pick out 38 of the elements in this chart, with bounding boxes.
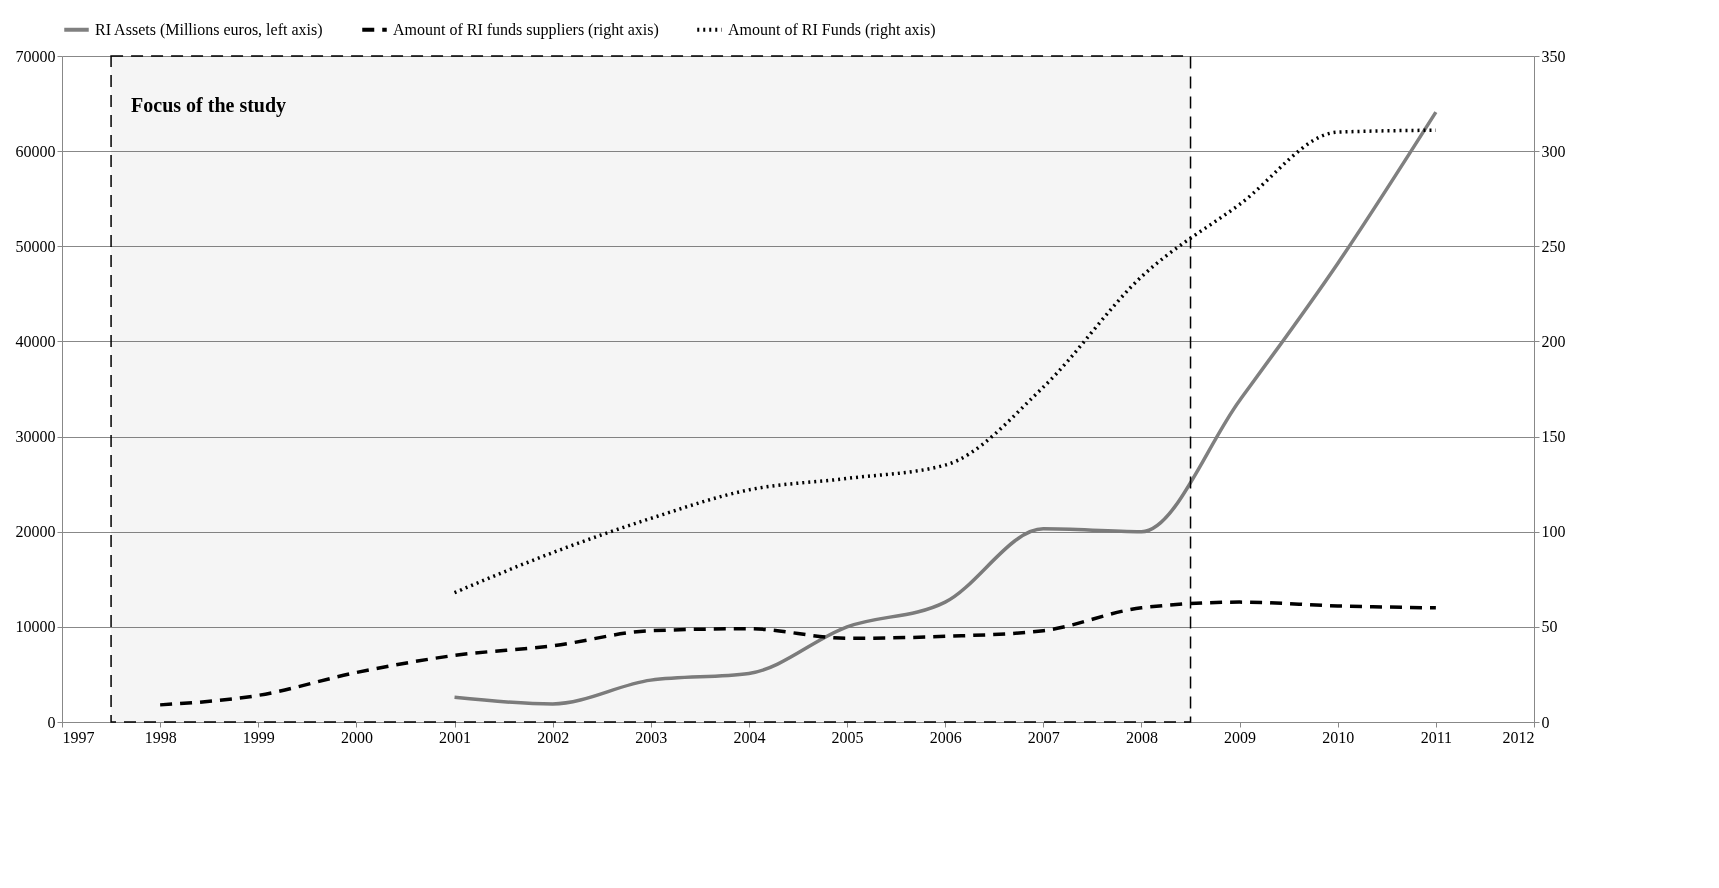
y-tick-label: 20000 bbox=[15, 523, 56, 541]
y2-tick-label: 100 bbox=[1541, 523, 1566, 541]
x-tick-label: 2000 bbox=[340, 728, 373, 746]
y-tick-label: 0 bbox=[47, 713, 56, 731]
y-tick-label: 30000 bbox=[15, 428, 56, 446]
x-tick-label: 2002 bbox=[537, 728, 570, 746]
x-tick-label: 2011 bbox=[1420, 728, 1453, 746]
x-tick-label: 2004 bbox=[733, 728, 766, 746]
x-tick-label: 2007 bbox=[1027, 728, 1060, 746]
line-series bbox=[452, 128, 1438, 595]
y2-tick-label: 0 bbox=[1541, 713, 1550, 731]
band-label: Focus of the study bbox=[131, 94, 287, 117]
x-tick-label: 2008 bbox=[1125, 728, 1158, 746]
x-tick-label: 2010 bbox=[1322, 728, 1355, 746]
x-tick-label: 2001 bbox=[439, 728, 472, 746]
y-tick-label: 50000 bbox=[15, 237, 56, 255]
y2-tick-label: 350 bbox=[1541, 47, 1566, 65]
legend-label: Amount of RI funds suppliers (right axis) bbox=[393, 20, 659, 39]
y2-tick-label: 250 bbox=[1541, 237, 1566, 255]
y-tick-label: 60000 bbox=[15, 142, 56, 160]
y-tick-label: 40000 bbox=[15, 332, 56, 350]
x-tick-label: 2009 bbox=[1224, 728, 1257, 746]
y2-tick-label: 300 bbox=[1541, 142, 1566, 160]
x-tick-label: 2006 bbox=[929, 728, 962, 746]
legend-label: RI Assets (Millions euros, left axis) bbox=[95, 20, 323, 39]
y-tick-label: 70000 bbox=[15, 47, 56, 65]
line-series bbox=[158, 600, 1438, 707]
x-tick-label: 2005 bbox=[831, 728, 864, 746]
x-tick-label: 2003 bbox=[635, 728, 668, 746]
y2-tick-label: 200 bbox=[1541, 332, 1566, 350]
y2-tick-label: 50 bbox=[1541, 618, 1558, 636]
y-tick-label: 10000 bbox=[15, 618, 56, 636]
x-tick-label: 2012 bbox=[1502, 728, 1535, 746]
x-tick-label: 1999 bbox=[242, 728, 275, 746]
x-tick-label: 1997 bbox=[62, 728, 95, 746]
y2-tick-label: 150 bbox=[1541, 428, 1566, 446]
legend-label: Amount of RI Funds (right axis) bbox=[728, 20, 936, 39]
x-tick-label: 1998 bbox=[144, 728, 177, 746]
